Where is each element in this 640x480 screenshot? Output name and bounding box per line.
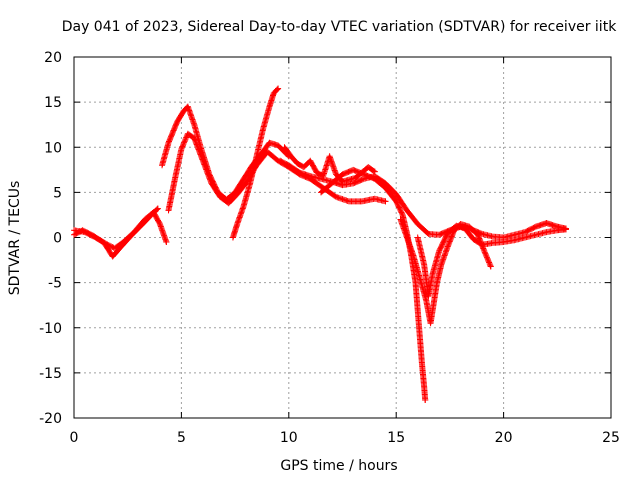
x-tick-label: 20 <box>495 430 513 446</box>
x-axis-label: GPS time / hours <box>280 458 397 474</box>
y-tick-label: 15 <box>44 95 62 111</box>
data-point <box>275 85 282 92</box>
data-point <box>181 138 188 145</box>
data-point <box>163 239 170 246</box>
data-point <box>371 168 378 175</box>
series-track-10 <box>281 144 378 185</box>
axis-ticks: 0 5 10 15 20 25 -20 -15 -10 -5 0 5 10 15 20 <box>39 50 620 446</box>
data-point <box>182 137 189 144</box>
y-tick-label: -10 <box>39 321 62 337</box>
data-point <box>482 250 489 257</box>
data-point <box>487 262 494 269</box>
data-point <box>182 135 189 142</box>
series-track-2 <box>71 205 161 260</box>
data-point <box>481 249 488 256</box>
y-tick-label: 0 <box>53 231 62 247</box>
data-point <box>562 226 569 233</box>
x-tick-label: 10 <box>280 430 298 446</box>
data-point <box>359 176 366 183</box>
y-tick-label: -5 <box>48 276 62 292</box>
y-axis-label: SDTVAR / TECUs <box>7 181 23 296</box>
x-tick-label: 0 <box>70 430 79 446</box>
series-track-7 <box>318 166 429 403</box>
data-point <box>487 263 494 270</box>
data-point <box>422 396 429 403</box>
data-point <box>370 167 377 174</box>
data-point <box>154 205 161 212</box>
data-point <box>153 206 160 213</box>
x-tick-label: 5 <box>177 430 186 446</box>
data-point <box>180 142 187 149</box>
y-tick-label: -15 <box>39 366 62 382</box>
y-tick-label: 10 <box>44 140 62 156</box>
series-track-5 <box>229 85 282 241</box>
series-track-9 <box>414 222 569 300</box>
data-point <box>477 230 484 237</box>
data-point <box>399 210 406 217</box>
data-point <box>481 248 488 255</box>
x-tick-label: 25 <box>602 430 620 446</box>
data-point <box>486 260 493 267</box>
data-points <box>71 85 569 403</box>
y-tick-label: -20 <box>39 411 62 427</box>
data-point <box>485 256 492 263</box>
data-point <box>482 251 489 258</box>
series-track-6 <box>277 157 569 241</box>
data-point <box>274 86 281 93</box>
data-point <box>486 259 493 266</box>
y-tick-label: 5 <box>53 185 62 201</box>
series-track-8 <box>397 216 494 327</box>
data-point <box>483 254 490 261</box>
data-point <box>382 198 389 205</box>
data-point <box>180 140 187 147</box>
data-point <box>179 143 186 150</box>
data-point <box>183 134 190 141</box>
data-point <box>178 146 185 153</box>
data-point <box>178 144 185 151</box>
chart-title: Day 041 of 2023, Sidereal Day-to-day VTE… <box>62 19 617 35</box>
data-point <box>181 139 188 146</box>
data-point <box>485 258 492 265</box>
y-tick-label: 20 <box>44 50 62 66</box>
data-point <box>484 255 491 262</box>
x-tick-label: 15 <box>387 430 405 446</box>
data-point <box>483 253 490 260</box>
